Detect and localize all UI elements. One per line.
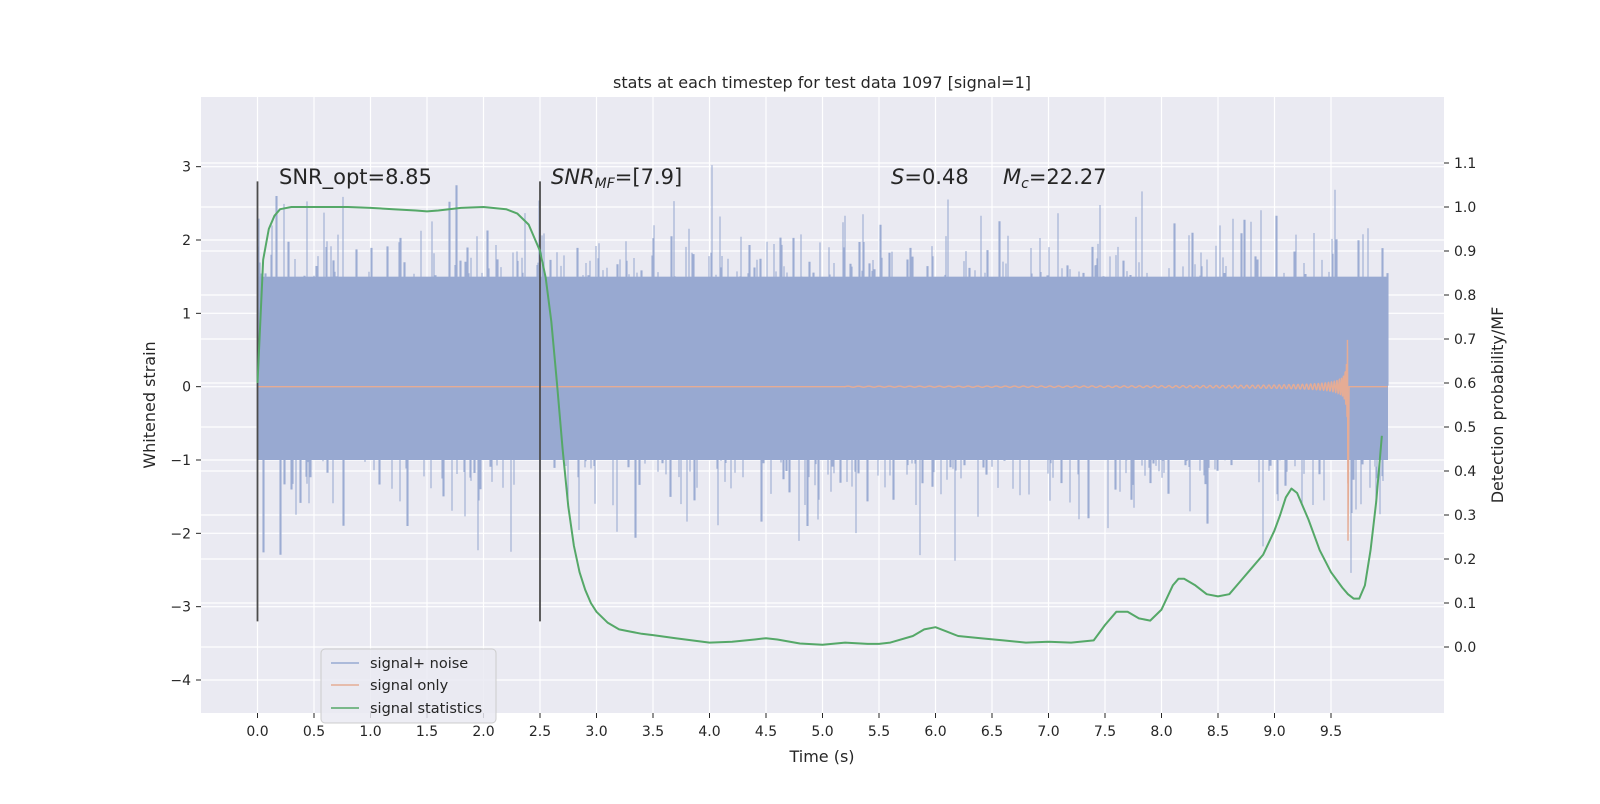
snr-mf-symbol: SNR: [551, 165, 595, 189]
legend-label-noise: signal+ noise: [370, 656, 468, 672]
x-tick-label: 1.0: [359, 724, 381, 740]
x-tick-label: 4.0: [698, 724, 720, 740]
s-annotation: S=0.48: [891, 165, 969, 189]
y2-tick-label: 0.4: [1454, 464, 1476, 480]
y-tick-label: 0: [182, 380, 191, 396]
x-tick-label: 3.5: [642, 724, 664, 740]
x-tick-label: 4.5: [755, 724, 777, 740]
chart-title: stats at each timestep for test data 109…: [613, 73, 1031, 92]
x-tick-label: 7.0: [1037, 724, 1059, 740]
y2-tick-label: 0.9: [1454, 244, 1476, 260]
mc-value: =22.27: [1029, 165, 1107, 189]
y2-tick-label: 0.8: [1454, 288, 1476, 304]
x-tick-label: 8.5: [1207, 724, 1229, 740]
mc-subscript: c: [1021, 176, 1029, 192]
y2-axis-label: Detection probability/MF: [1488, 307, 1507, 504]
s-value: =0.48: [904, 165, 968, 189]
legend-label-statistics: signal statistics: [370, 701, 482, 717]
x-tick-label: 5.5: [868, 724, 890, 740]
y2-tick-label: 0.1: [1454, 596, 1476, 612]
y-tick-label: −2: [170, 526, 191, 542]
x-axis-label: Time (s): [788, 747, 854, 766]
legend-box: [320, 648, 497, 724]
signal-noise-series: [257, 165, 1389, 573]
mc-symbol: M: [1003, 165, 1021, 189]
snr-mf-annotation: SNRMF=[7.9]: [551, 165, 682, 192]
legend-label-signal: signal only: [370, 678, 449, 694]
x-tick-label: 2.5: [529, 724, 551, 740]
s-symbol: S: [891, 165, 904, 189]
noise-dense-band: [258, 276, 1388, 460]
y2-tick-label: 0.7: [1454, 332, 1476, 348]
y2-tick-label: 0.0: [1454, 640, 1476, 656]
x-tick-label: 5.0: [811, 724, 833, 740]
x-tick-label: 3.0: [585, 724, 607, 740]
x-tick-label: 6.5: [981, 724, 1003, 740]
snr-opt-annotation: SNR_opt=8.85: [279, 165, 432, 190]
y2-tick-label: 1.1: [1454, 156, 1476, 172]
y2-tick-label: 0.5: [1454, 420, 1476, 436]
y-tick-label: −4: [170, 673, 191, 689]
snr-mf-value: =[7.9]: [615, 165, 682, 189]
left-axis-ticks: 3 2 1 0 −1 −2 −3 −4: [170, 160, 201, 689]
x-tick-label: 8.0: [1150, 724, 1172, 740]
y-tick-label: 1: [182, 306, 191, 322]
y-tick-label: −3: [170, 600, 191, 616]
y2-tick-label: 0.6: [1454, 376, 1476, 392]
legend: signal+ noise signal only signal statist…: [320, 648, 497, 724]
x-tick-label: 1.5: [416, 724, 438, 740]
signal-trace: [257, 339, 1388, 541]
x-axis-ticks: 0.0 0.5 1.0 1.5 2.0 2.5 3.0 3.5 4.0 4.5 5.0 5.5 6.0 6…: [246, 713, 1342, 740]
x-tick-label: 2.0: [472, 724, 494, 740]
y-tick-label: 3: [182, 160, 191, 176]
signal-statistics-series: [256, 206, 1383, 646]
y-tick-label: 2: [182, 233, 191, 249]
x-tick-label: 0.0: [246, 724, 268, 740]
snr-mf-subscript: MF: [595, 176, 616, 192]
x-tick-label: 6.0: [924, 724, 946, 740]
right-axis-ticks: 1.1 1.0 0.9 0.8 0.7 0.6 0.5 0.4 0.3 0.2 0.1 0.0: [1444, 156, 1476, 656]
x-tick-label: 9.0: [1263, 724, 1285, 740]
mc-annotation: Mc=22.27: [1003, 165, 1107, 192]
x-tick-label: 0.5: [303, 724, 325, 740]
y2-tick-label: 1.0: [1454, 200, 1476, 216]
statistics-line: [256, 206, 1383, 646]
x-tick-label: 7.5: [1094, 724, 1116, 740]
y-axis-label: Whitened strain: [140, 341, 159, 468]
y-tick-label: −1: [170, 453, 191, 469]
y2-tick-label: 0.2: [1454, 552, 1476, 568]
signal-only-series: [257, 339, 1388, 541]
x-tick-label: 9.5: [1320, 724, 1342, 740]
y2-tick-label: 0.3: [1454, 508, 1476, 524]
